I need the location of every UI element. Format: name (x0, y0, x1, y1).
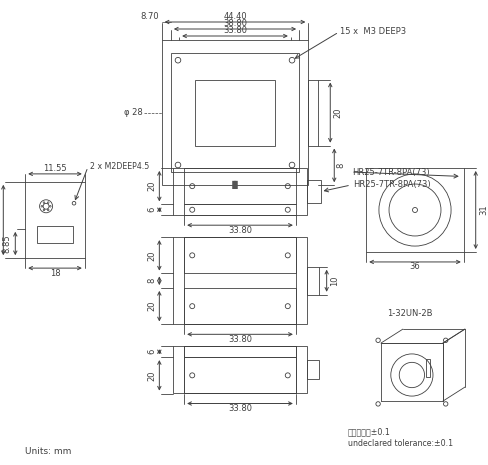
Bar (173, 237, 306, 324)
Bar (173, 168, 306, 215)
Text: 20: 20 (148, 301, 157, 312)
Bar (366, 168, 464, 252)
Text: 11.55: 11.55 (43, 165, 67, 173)
Text: HR25-7TR-8PA(73): HR25-7TR-8PA(73) (353, 180, 430, 190)
Bar (306, 267, 319, 295)
Text: 1-32UN-2B: 1-32UN-2B (387, 308, 433, 318)
Text: 8: 8 (337, 163, 346, 168)
Text: 8.85: 8.85 (3, 234, 12, 253)
Bar (184, 237, 296, 273)
Text: 6: 6 (148, 207, 157, 213)
Text: 20: 20 (148, 181, 157, 192)
Text: 10: 10 (330, 275, 339, 286)
Text: 6: 6 (148, 349, 157, 354)
Bar (308, 80, 318, 146)
Bar (171, 53, 299, 172)
Bar (184, 168, 296, 204)
Text: HR25-7TR-8PA(73): HR25-7TR-8PA(73) (352, 167, 429, 177)
Text: 未标注公差±0.1: 未标注公差±0.1 (348, 427, 391, 437)
Text: 44.40: 44.40 (223, 13, 247, 21)
Text: 33.80: 33.80 (223, 27, 247, 35)
Bar (184, 346, 296, 393)
Text: 33.80: 33.80 (228, 226, 252, 235)
Text: 15 x  M3 DEEP3: 15 x M3 DEEP3 (340, 27, 406, 36)
Text: undeclared tolerance:±0.1: undeclared tolerance:±0.1 (348, 439, 453, 449)
Text: 20: 20 (334, 107, 343, 118)
Text: 36: 36 (409, 262, 420, 272)
Bar (426, 359, 430, 377)
Text: 38.80: 38.80 (223, 20, 247, 28)
Bar (184, 288, 296, 324)
Text: Units: mm: Units: mm (25, 447, 71, 457)
Text: 33.80: 33.80 (228, 404, 252, 413)
Bar (184, 346, 296, 357)
Bar (306, 180, 321, 203)
Bar (195, 80, 275, 146)
Text: 20: 20 (148, 250, 157, 260)
Text: 8.70: 8.70 (141, 13, 159, 21)
Bar (37, 226, 73, 243)
Bar (184, 357, 296, 393)
Text: 20: 20 (148, 370, 157, 380)
Bar (306, 360, 319, 379)
Text: 33.80: 33.80 (228, 335, 252, 344)
Bar (173, 346, 306, 393)
Text: 31: 31 (479, 205, 488, 215)
Bar (184, 237, 296, 324)
Text: 2 x M2DEEP4.5: 2 x M2DEEP4.5 (90, 162, 149, 172)
Text: 8: 8 (148, 278, 157, 284)
Text: 18: 18 (50, 269, 61, 278)
Bar (25, 182, 85, 258)
Text: φ 28: φ 28 (124, 108, 143, 117)
Text: ▐▌: ▐▌ (228, 180, 242, 189)
Bar (184, 204, 296, 215)
Bar (162, 40, 308, 185)
